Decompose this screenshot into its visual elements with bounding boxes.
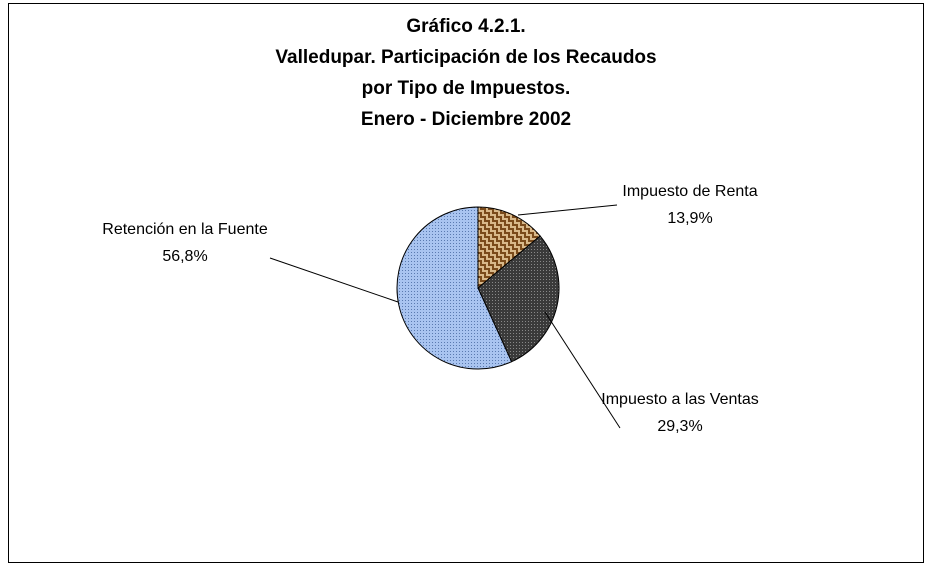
value-label: 56,8% bbox=[162, 248, 208, 265]
chart-title: Gráfico 4.2.1. bbox=[406, 16, 526, 37]
pie-slice bbox=[477, 235, 560, 363]
pie-slice bbox=[396, 206, 513, 370]
category-label: Retención en la Fuente bbox=[102, 221, 268, 238]
chart-title: Valledupar. Participación de los Recaudo… bbox=[275, 47, 657, 68]
leader-line bbox=[544, 311, 621, 429]
category-label: Impuesto de Renta bbox=[622, 183, 758, 200]
leader-line bbox=[517, 204, 618, 216]
category-label: Impuesto a las Ventas bbox=[601, 391, 759, 408]
value-label: 29,3% bbox=[657, 418, 703, 435]
leader-line bbox=[269, 257, 399, 303]
chart-title: Enero - Diciembre 2002 bbox=[360, 109, 572, 130]
value-label: 13,9% bbox=[667, 210, 713, 227]
slice-label: Retención en la Fuente 56,8% bbox=[90, 216, 280, 270]
pie-slice bbox=[477, 206, 541, 290]
slice-label: Impuesto a las Ventas 29,3% bbox=[585, 386, 775, 440]
chart-title: por Tipo de Impuestos. bbox=[361, 78, 571, 99]
slice-label: Impuesto de Renta 13,9% bbox=[595, 178, 785, 232]
